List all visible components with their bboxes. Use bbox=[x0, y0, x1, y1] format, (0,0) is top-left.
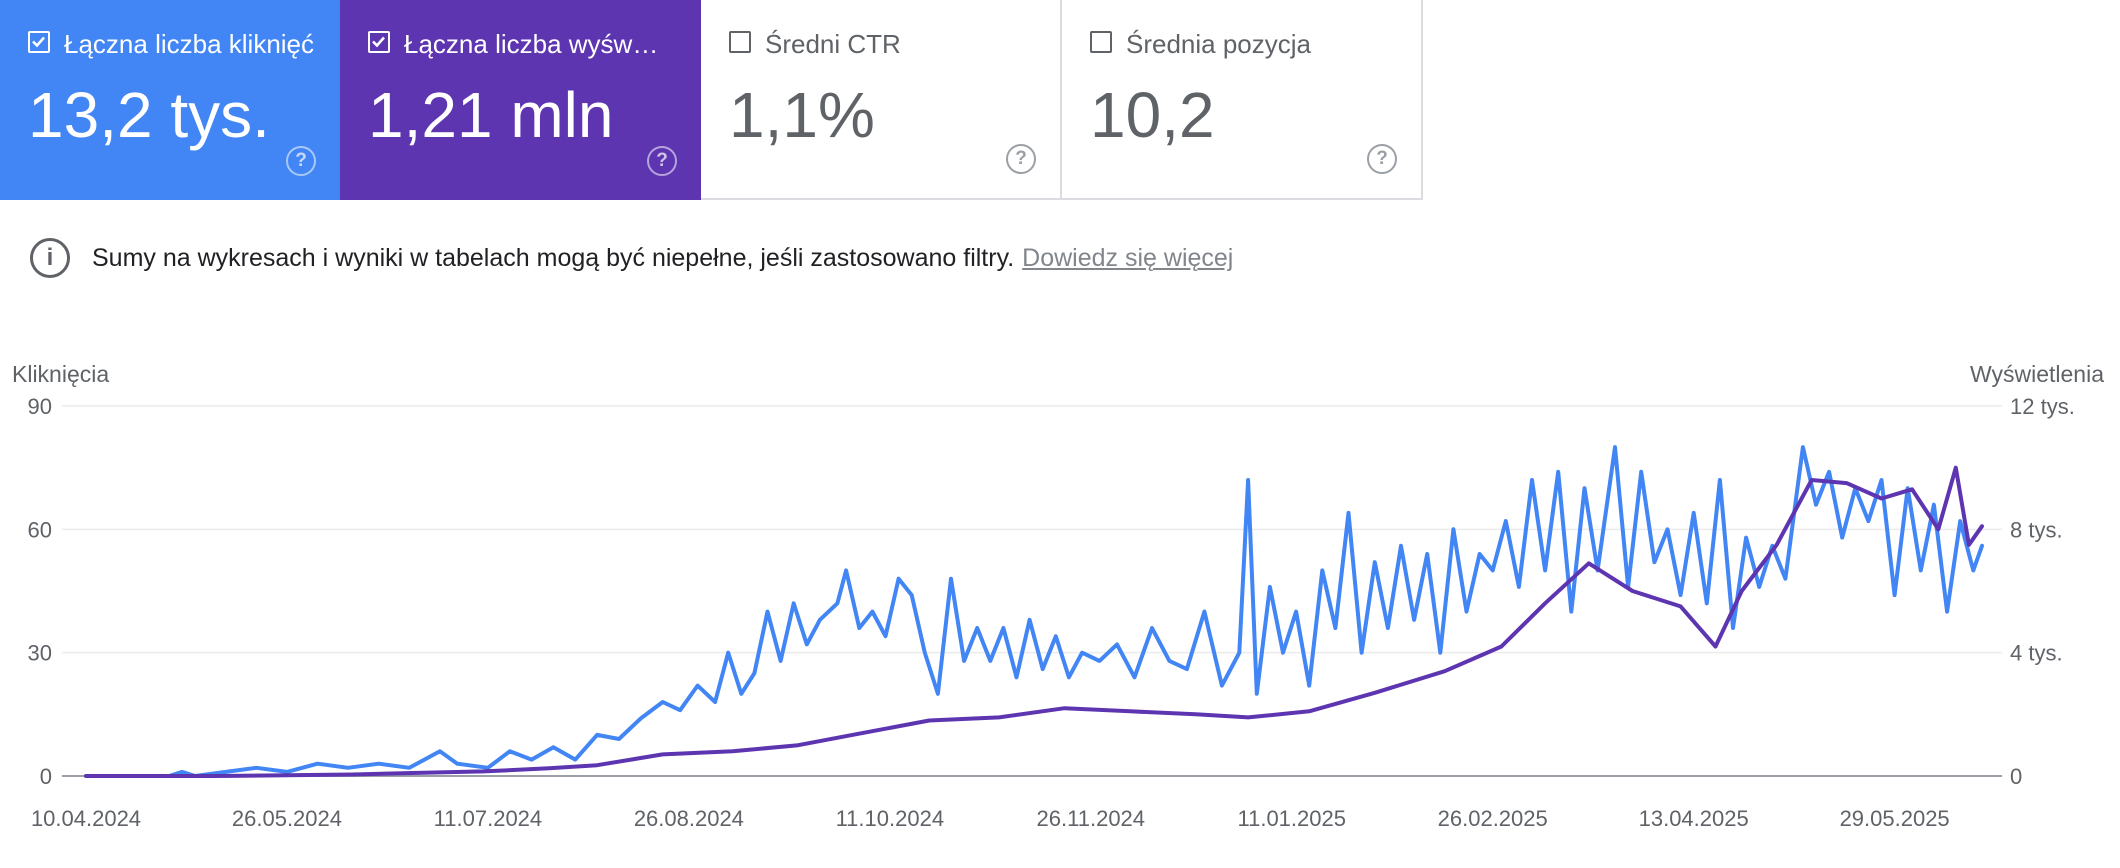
help-circle-icon[interactable]: ? bbox=[1367, 144, 1397, 174]
metric-card-position[interactable]: Średnia pozycja 10,2 ? bbox=[1062, 0, 1423, 200]
x-tick-label: 11.01.2025 bbox=[1238, 806, 1346, 831]
y-left-tick-label: 0 bbox=[40, 764, 52, 789]
metric-card-impressions[interactable]: Łączna liczba wyświetleń 1,21 mln ? bbox=[340, 0, 701, 200]
metric-value: 13,2 tys. bbox=[28, 79, 270, 151]
x-tick-label: 26.11.2024 bbox=[1037, 806, 1145, 831]
y-left-tick-label: 30 bbox=[28, 641, 52, 666]
metric-label: Średni CTR bbox=[765, 29, 901, 59]
y-left-tick-label: 60 bbox=[28, 517, 52, 542]
metric-cards: Łączna liczba kliknięć 13,2 tys. ? Łączn… bbox=[0, 0, 1423, 200]
y-left-axis-label: Kliknięcia bbox=[12, 361, 109, 387]
y-right-axis-label: Wyświetlenia bbox=[1970, 361, 2104, 387]
x-tick-label: 29.05.2025 bbox=[1840, 806, 1950, 831]
checkbox-icon[interactable] bbox=[1090, 31, 1112, 53]
help-circle-icon[interactable]: ? bbox=[1006, 144, 1036, 174]
metric-card-clicks[interactable]: Łączna liczba kliknięć 13,2 tys. ? bbox=[0, 0, 340, 200]
x-tick-label: 13.04.2025 bbox=[1639, 806, 1749, 831]
learn-more-link[interactable]: Dowiedz się więcej bbox=[1022, 243, 1234, 272]
metric-card-ctr[interactable]: Średni CTR 1,1% ? bbox=[701, 0, 1062, 200]
metric-value: 10,2 bbox=[1090, 79, 1215, 151]
y-right-tick-label: 12 tys. bbox=[2010, 394, 2075, 419]
performance-chart: Kliknięcia Wyświetlenia 0 0 30 4 tys. 60 8 tys.… bbox=[12, 361, 2104, 831]
checkbox-icon[interactable] bbox=[729, 31, 751, 53]
checkbox-icon[interactable] bbox=[368, 31, 390, 53]
y-right-tick-label: 8 tys. bbox=[2010, 517, 2063, 542]
x-tick-label: 11.10.2024 bbox=[836, 806, 944, 831]
info-circle-icon: i bbox=[30, 238, 70, 278]
x-tick-label: 11.07.2024 bbox=[434, 806, 542, 831]
metric-label: Średnia pozycja bbox=[1126, 29, 1311, 59]
checkbox-icon[interactable] bbox=[28, 31, 50, 53]
help-circle-icon[interactable]: ? bbox=[286, 146, 316, 176]
y-right-tick-label: 4 tys. bbox=[2010, 641, 2063, 666]
notice-text: Sumy na wykresach i wyniki w tabelach mo… bbox=[92, 243, 1015, 272]
metric-value: 1,21 mln bbox=[368, 79, 614, 151]
x-tick-label: 10.04.2024 bbox=[31, 806, 141, 831]
help-circle-icon[interactable]: ? bbox=[647, 146, 677, 176]
metric-value: 1,1% bbox=[729, 79, 875, 151]
y-right-tick-label: 0 bbox=[2010, 764, 2022, 789]
metric-label: Łączna liczba kliknięć bbox=[64, 29, 315, 59]
y-left-tick-label: 90 bbox=[28, 394, 52, 419]
x-tick-label: 26.02.2025 bbox=[1438, 806, 1548, 831]
clicks-series-line bbox=[84, 445, 1984, 778]
x-tick-label: 26.05.2024 bbox=[232, 806, 342, 831]
x-tick-label: 26.08.2024 bbox=[634, 806, 744, 831]
impressions-series-line bbox=[84, 465, 1984, 778]
metric-label: Łączna liczba wyświetleń bbox=[404, 29, 659, 59]
filter-notice: i Sumy na wykresach i wyniki w tabelach … bbox=[30, 236, 1233, 280]
